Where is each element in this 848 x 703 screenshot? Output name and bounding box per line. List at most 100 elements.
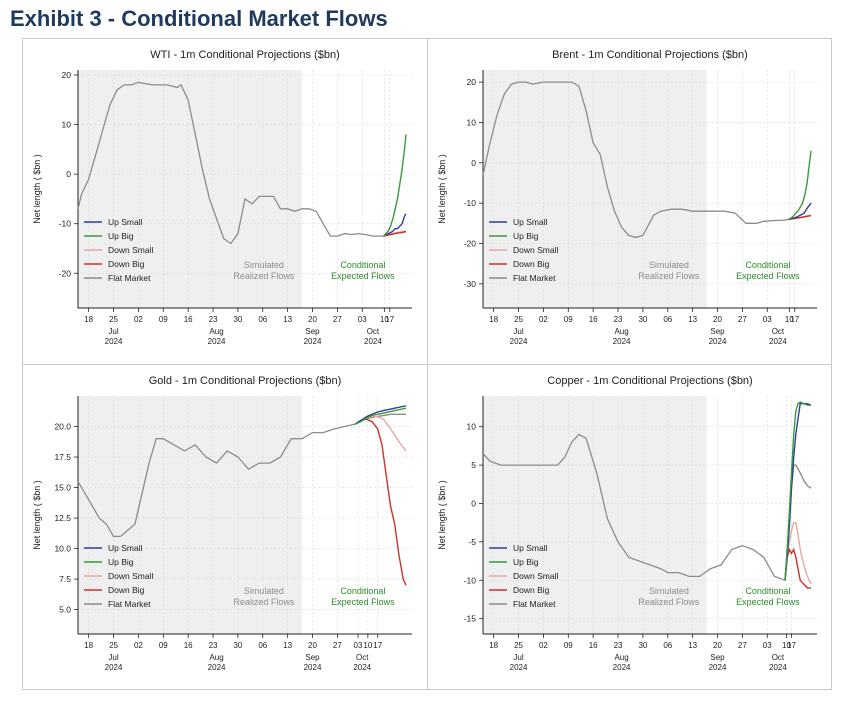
expected-label-line1: Conditional: [745, 260, 790, 270]
gold-chart: Gold - 1m Conditional Projections ($bn) 1…: [32, 375, 412, 672]
x-tick-label: 09: [159, 641, 168, 650]
legend-label-flat-market: Flat Market: [108, 273, 151, 283]
y-tick-label: 7.5: [59, 574, 71, 584]
x-tick-label: 16: [184, 641, 193, 650]
y-tick-label: 0: [66, 169, 71, 179]
y-tick-label: -5: [468, 537, 476, 547]
x-tick-label: 18: [84, 641, 93, 650]
month-label: Oct: [367, 327, 380, 336]
y-axis-label: Net length ( $bn ): [437, 480, 447, 550]
realized-label-line1: Simulated: [649, 260, 689, 270]
y-tick-label: 0: [471, 498, 476, 508]
x-tick-label: 02: [539, 641, 548, 650]
series-line-up-big: [788, 150, 812, 220]
series-line-up-small: [354, 405, 407, 425]
legend-label-down-small: Down Small: [513, 571, 558, 581]
x-tick-label: 16: [589, 641, 598, 650]
x-tick-label: 17: [373, 641, 382, 650]
x-tick-label: 16: [184, 315, 193, 324]
realized-label-line2: Realized Flows: [638, 597, 700, 607]
x-tick-label: 25: [109, 641, 118, 650]
x-tick-label: 10: [363, 641, 372, 650]
history-line: [77, 423, 356, 538]
wti-chart: WTI - 1m Conditional Projections ($bn) 18…: [32, 49, 412, 346]
year-label: 2024: [208, 663, 226, 672]
year-label: 2024: [613, 337, 631, 346]
chart-title: Copper - 1m Conditional Projections ($bn…: [547, 375, 752, 387]
year-label: 2024: [709, 663, 727, 672]
x-tick-label: 13: [283, 641, 292, 650]
realized-label-line1: Simulated: [244, 260, 284, 270]
series-line-up-small: [383, 213, 407, 237]
series-line-down-big: [784, 547, 811, 589]
year-label: 2024: [769, 337, 787, 346]
year-label: 2024: [304, 337, 322, 346]
x-tick-label: 03: [354, 641, 363, 650]
y-tick-label: -20: [59, 268, 72, 278]
y-tick-label: -10: [59, 219, 72, 229]
x-tick-label: 18: [489, 641, 498, 650]
year-label: 2024: [510, 663, 528, 672]
series-line-up-big: [383, 134, 407, 237]
expected-label-line2: Expected Flows: [331, 271, 395, 281]
series-line-down-small: [354, 416, 407, 452]
month-label: Jul: [513, 327, 523, 336]
series-line-down-big: [354, 418, 407, 586]
x-tick-label: 18: [84, 315, 93, 324]
history-line: [77, 81, 384, 245]
copper-chart: Copper - 1m Conditional Projections ($bn…: [437, 375, 817, 672]
legend-label-down-small: Down Small: [513, 245, 558, 255]
year-label: 2024: [364, 337, 382, 346]
x-tick-label: 10: [782, 641, 791, 650]
x-tick-label: 23: [209, 315, 218, 324]
x-tick-label: 25: [109, 315, 118, 324]
x-tick-label: 20: [308, 641, 317, 650]
month-label: Jul: [513, 653, 523, 662]
month-label: Sep: [305, 327, 320, 336]
legend-label-up-small: Up Small: [513, 543, 548, 553]
x-tick-label: 13: [688, 315, 697, 324]
y-axis-label: Net length ( $bn ): [437, 154, 447, 224]
y-tick-label: 20: [62, 70, 72, 80]
realized-label-line2: Realized Flows: [233, 271, 295, 281]
x-tick-label: 25: [514, 315, 523, 324]
y-tick-label: -10: [464, 198, 477, 208]
legend-label-up-small: Up Small: [513, 217, 548, 227]
y-tick-label: 20: [467, 77, 477, 87]
series-line-up-big: [784, 401, 811, 581]
y-tick-label: 17.5: [54, 452, 71, 462]
x-tick-label: 13: [283, 315, 292, 324]
month-label: Aug: [614, 653, 628, 662]
realized-shade: [483, 70, 707, 308]
x-tick-label: 03: [763, 315, 772, 324]
x-tick-label: 27: [738, 641, 747, 650]
horizontal-divider: [22, 364, 832, 365]
y-tick-label: 5.0: [59, 605, 71, 615]
year-label: 2024: [510, 337, 528, 346]
legend-label-up-big: Up Big: [513, 231, 539, 241]
x-tick-label: 30: [233, 641, 242, 650]
expected-label-line1: Conditional: [745, 586, 790, 596]
legend-label-down-small: Down Small: [108, 245, 153, 255]
expected-label-line1: Conditional: [340, 586, 385, 596]
legend-label-flat-market: Flat Market: [513, 599, 556, 609]
month-label: Sep: [710, 653, 725, 662]
brent-chart: Brent - 1m Conditional Projections ($bn)…: [437, 49, 817, 346]
x-tick-label: 23: [209, 641, 218, 650]
legend-label-down-big: Down Big: [513, 259, 550, 269]
series-line-up-small: [788, 202, 812, 220]
legend-label-up-small: Up Small: [108, 217, 143, 227]
expected-label-line2: Expected Flows: [736, 597, 800, 607]
month-label: Oct: [772, 653, 785, 662]
x-tick-label: 16: [589, 315, 598, 324]
year-label: 2024: [208, 337, 226, 346]
month-label: Jul: [108, 653, 118, 662]
x-tick-label: 30: [638, 315, 647, 324]
x-tick-label: 23: [614, 315, 623, 324]
month-label: Sep: [710, 327, 725, 336]
legend-label-up-small: Up Small: [108, 543, 143, 553]
y-tick-label: 0: [471, 158, 476, 168]
year-label: 2024: [613, 663, 631, 672]
x-tick-label: 06: [258, 641, 267, 650]
month-label: Aug: [209, 653, 223, 662]
